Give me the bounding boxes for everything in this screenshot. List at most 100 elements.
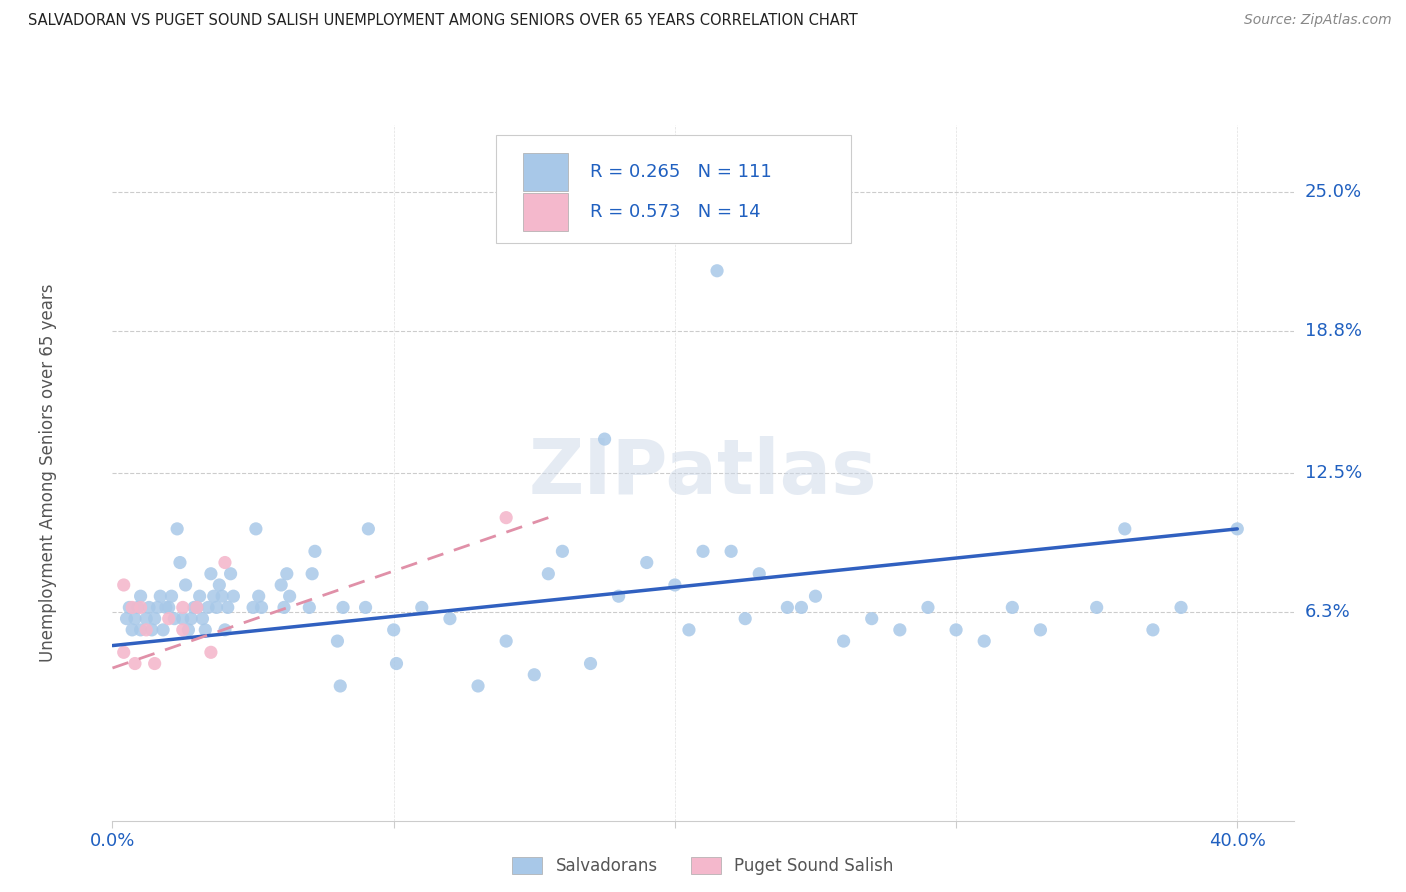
Point <box>776 600 799 615</box>
Point <box>124 657 146 671</box>
Point <box>157 612 180 626</box>
Point <box>1170 600 1192 615</box>
Point <box>832 634 855 648</box>
Point <box>245 522 267 536</box>
Point <box>115 612 138 626</box>
Point <box>219 566 242 581</box>
Point <box>593 432 616 446</box>
Point <box>124 612 146 626</box>
Text: 25.0%: 25.0% <box>1305 183 1362 202</box>
Point <box>200 645 222 659</box>
Point <box>155 600 177 615</box>
Point <box>1001 600 1024 615</box>
Point <box>149 589 172 603</box>
Point <box>495 634 517 648</box>
Point <box>135 623 157 637</box>
Point <box>166 522 188 536</box>
Text: R = 0.573   N = 14: R = 0.573 N = 14 <box>589 202 761 221</box>
Point <box>186 600 208 615</box>
Point <box>579 657 602 671</box>
FancyBboxPatch shape <box>496 136 851 244</box>
Point <box>357 522 380 536</box>
Point <box>250 600 273 615</box>
Point <box>917 600 939 615</box>
Point <box>208 578 231 592</box>
Point <box>411 600 433 615</box>
Point <box>860 612 883 626</box>
Point <box>129 600 152 615</box>
Point <box>439 612 461 626</box>
Point <box>278 589 301 603</box>
Point <box>790 600 813 615</box>
Text: 6.3%: 6.3% <box>1305 603 1350 621</box>
Point <box>276 566 298 581</box>
FancyBboxPatch shape <box>523 153 568 191</box>
Point <box>135 612 157 626</box>
Point <box>748 566 770 581</box>
Point <box>197 600 219 615</box>
Point <box>138 600 160 615</box>
FancyBboxPatch shape <box>523 193 568 231</box>
Point <box>551 544 574 558</box>
Point <box>664 578 686 592</box>
Point <box>112 645 135 659</box>
Point <box>177 623 200 637</box>
Point <box>804 589 827 603</box>
Text: 12.5%: 12.5% <box>1305 464 1362 482</box>
Point <box>332 600 354 615</box>
Point <box>467 679 489 693</box>
Point <box>354 600 377 615</box>
Point <box>160 589 183 603</box>
Point <box>945 623 967 637</box>
Point <box>217 600 239 615</box>
Point <box>200 566 222 581</box>
Point <box>301 566 323 581</box>
Point <box>214 623 236 637</box>
Point <box>329 679 352 693</box>
Text: R = 0.265   N = 111: R = 0.265 N = 111 <box>589 163 772 181</box>
Point <box>304 544 326 558</box>
Point <box>1226 522 1249 536</box>
Point <box>222 589 245 603</box>
Legend: Salvadorans, Puget Sound Salish: Salvadorans, Puget Sound Salish <box>506 850 900 882</box>
Point <box>163 612 186 626</box>
Point <box>1029 623 1052 637</box>
Point <box>382 623 405 637</box>
Point <box>636 556 658 570</box>
Point <box>174 578 197 592</box>
Point <box>112 578 135 592</box>
Point <box>157 600 180 615</box>
Point <box>973 634 995 648</box>
Point <box>242 600 264 615</box>
Point <box>121 600 143 615</box>
Point <box>169 556 191 570</box>
Point <box>1142 623 1164 637</box>
Point <box>523 667 546 681</box>
Point <box>118 600 141 615</box>
Point <box>720 544 742 558</box>
Point <box>188 589 211 603</box>
Point <box>214 556 236 570</box>
Point <box>152 623 174 637</box>
Point <box>734 612 756 626</box>
Text: 18.8%: 18.8% <box>1305 322 1361 341</box>
Point <box>211 589 233 603</box>
Point <box>143 657 166 671</box>
Point <box>495 510 517 524</box>
Point <box>537 566 560 581</box>
Point <box>706 264 728 278</box>
Text: Source: ZipAtlas.com: Source: ZipAtlas.com <box>1244 13 1392 28</box>
Point <box>129 589 152 603</box>
Point <box>202 589 225 603</box>
Point <box>678 623 700 637</box>
Point <box>247 589 270 603</box>
Point <box>270 578 292 592</box>
Point <box>146 600 169 615</box>
Point <box>298 600 321 615</box>
Point <box>692 544 714 558</box>
Point <box>127 600 149 615</box>
Point <box>180 612 202 626</box>
Text: ZIPatlas: ZIPatlas <box>529 436 877 509</box>
Text: Unemployment Among Seniors over 65 years: Unemployment Among Seniors over 65 years <box>38 284 56 662</box>
Point <box>1085 600 1108 615</box>
